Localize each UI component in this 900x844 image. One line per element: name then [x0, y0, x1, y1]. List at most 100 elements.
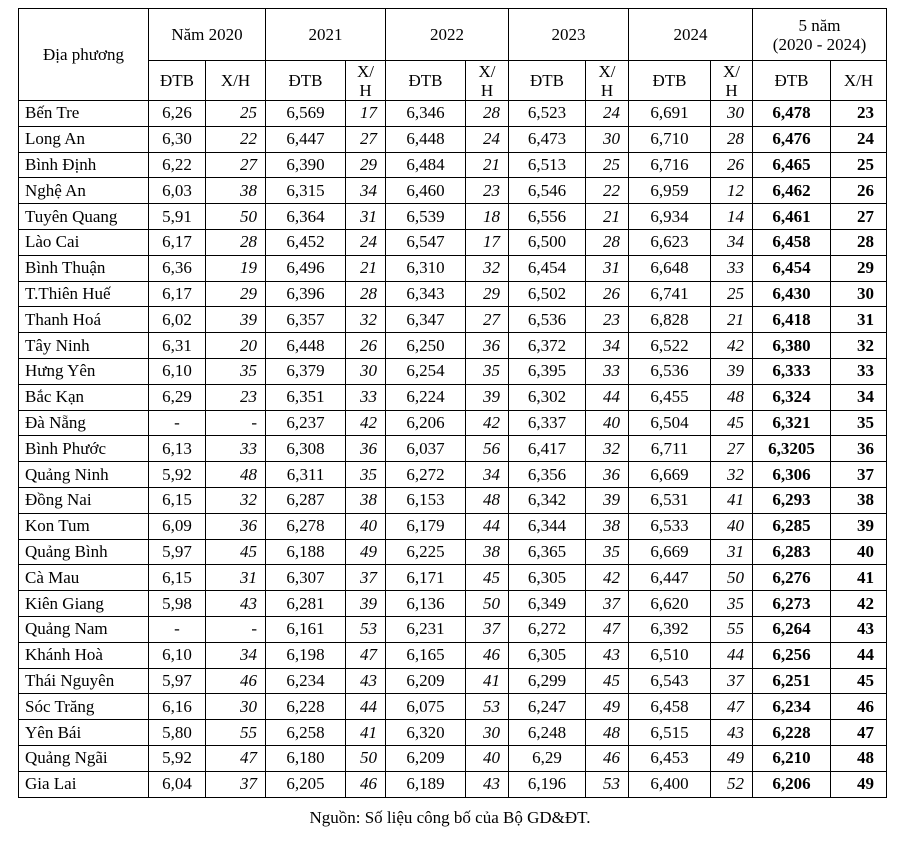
value-cell: 24	[585, 100, 630, 127]
table-row: Quảng Ngãi 5,92 47 6,180 50 6,209 40 6,29 46 6,45…	[18, 744, 888, 772]
value-cell: 6,153	[385, 486, 467, 514]
value-cell: 6,379	[265, 357, 347, 385]
value-cell: 30	[465, 719, 510, 746]
value-cell: 6,209	[385, 667, 467, 695]
value-cell: 6,179	[385, 512, 467, 540]
value-cell: 26	[710, 151, 754, 179]
region-cell: Kiên Giang	[18, 590, 149, 617]
value-cell: 23	[465, 177, 510, 205]
region-cell: Tây Ninh	[18, 332, 149, 359]
region-header: Địa phương	[18, 8, 149, 101]
value-cell: 6,343	[385, 280, 467, 308]
region-cell: Hưng Yên	[18, 357, 149, 385]
value-cell: 6,623	[628, 228, 712, 256]
value-cell: 41	[830, 564, 888, 592]
value-cell: 6,536	[508, 306, 587, 334]
value-cell: 42	[585, 564, 630, 592]
value-cell: 6,515	[628, 719, 712, 746]
table-header: Địa phương Năm 2020 2021 2022 2023 2024 …	[18, 8, 888, 101]
value-cell: 6,454	[508, 254, 587, 282]
value-cell: 34	[710, 228, 754, 256]
value-cell: -	[204, 409, 267, 437]
region-cell: Thanh Hoá	[18, 306, 149, 334]
value-cell: 36	[465, 332, 510, 359]
value-cell: 6,510	[628, 641, 712, 669]
value-cell: 46	[585, 744, 630, 772]
value-cell: 6,15	[148, 564, 206, 592]
table-row: Khánh Hoà 6,10 34 6,198 47 6,165 46 6,305 43 6,51…	[18, 641, 888, 669]
value-cell: 25	[710, 280, 754, 308]
group-header: 2023	[508, 8, 630, 61]
value-cell: 5,98	[148, 590, 206, 617]
value-cell: 6,710	[628, 125, 712, 153]
value-cell: 24	[830, 125, 888, 153]
value-cell: 6,513	[508, 151, 587, 179]
value-cell: 42	[465, 409, 510, 437]
value-cell: 39	[345, 590, 387, 617]
value-cell: 44	[585, 383, 630, 411]
value-cell: 6,453	[628, 744, 712, 772]
value-cell: 33	[345, 383, 387, 411]
value-cell: 6,417	[508, 435, 587, 463]
value-cell: 47	[585, 615, 630, 643]
value-cell: 47	[830, 719, 888, 746]
value-cell: 6,390	[265, 151, 347, 179]
value-cell: 6,448	[265, 332, 347, 359]
value-cell: 39	[204, 306, 267, 334]
value-cell: 28	[830, 228, 888, 256]
table-row: Bến Tre 6,26 25 6,569 17 6,346 28 6,523 24 6,691 3…	[18, 100, 888, 127]
value-cell: 43	[830, 615, 888, 643]
value-cell: 55	[710, 615, 754, 643]
value-cell: 44	[830, 641, 888, 669]
region-cell: Sóc Trăng	[18, 693, 149, 721]
value-cell: 6,365	[508, 538, 587, 566]
value-cell: 6,934	[628, 203, 712, 230]
value-cell: 49	[710, 744, 754, 772]
value-cell: 6,29	[508, 744, 587, 772]
value-cell: 45	[585, 667, 630, 695]
value-cell: 6,430	[752, 280, 832, 308]
group-header: 5 năm (2020 - 2024)	[752, 8, 888, 61]
value-cell: 6,344	[508, 512, 587, 540]
value-cell: 33	[710, 254, 754, 282]
value-cell: 41	[710, 486, 754, 514]
value-cell: 6,324	[752, 383, 832, 411]
value-cell: 6,272	[508, 615, 587, 643]
value-cell: 31	[830, 306, 888, 334]
table-row: Quảng Ninh 5,92 48 6,311 35 6,272 34 6,356 36 6,6…	[18, 461, 888, 488]
value-cell: 29	[204, 280, 267, 308]
group-header: 2024	[628, 8, 754, 61]
value-cell: 32	[830, 332, 888, 359]
value-cell: 6,347	[385, 306, 467, 334]
value-cell: 37	[345, 564, 387, 592]
value-cell: 46	[465, 641, 510, 669]
value-cell: 39	[830, 512, 888, 540]
value-cell: 45	[465, 564, 510, 592]
value-cell: 56	[465, 435, 510, 463]
value-cell: 19	[204, 254, 267, 282]
value-cell: 35	[830, 409, 888, 437]
value-cell: 6,454	[752, 254, 832, 282]
subheader: X/H	[345, 60, 387, 101]
table-row: Tây Ninh 6,31 20 6,448 26 6,250 36 6,372 34 6,522…	[18, 332, 888, 359]
value-cell: 36	[830, 435, 888, 463]
value-cell: 6,250	[385, 332, 467, 359]
value-cell: 38	[465, 538, 510, 566]
value-cell: 6,447	[265, 125, 347, 153]
value-cell: 6,648	[628, 254, 712, 282]
value-cell: 6,691	[628, 100, 712, 127]
value-cell: 6,231	[385, 615, 467, 643]
value-cell: 6,458	[752, 228, 832, 256]
value-cell: 6,228	[752, 719, 832, 746]
value-cell: 34	[465, 461, 510, 488]
value-cell: 6,669	[628, 538, 712, 566]
value-cell: 6,171	[385, 564, 467, 592]
value-cell: 18	[465, 203, 510, 230]
region-cell: Cà Mau	[18, 564, 149, 592]
value-cell: 23	[204, 383, 267, 411]
value-cell: 27	[830, 203, 888, 230]
region-cell: Quảng Bình	[18, 538, 149, 566]
value-cell: 6,462	[752, 177, 832, 205]
value-cell: 6,504	[628, 409, 712, 437]
